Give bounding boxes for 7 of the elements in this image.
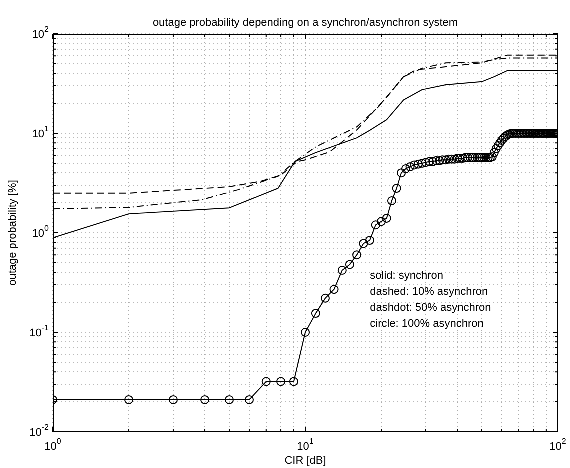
annotation: circle: 100% asynchron bbox=[370, 318, 484, 330]
annotation: dashed: 10% asynchron bbox=[370, 286, 488, 298]
annotation: solid: synchron bbox=[370, 270, 444, 282]
annotation: dashdot: 50% asynchron bbox=[370, 302, 492, 314]
y-axis-title: outage probability [%] bbox=[7, 180, 19, 286]
x-axis-title: CIR [dB] bbox=[284, 455, 326, 467]
chart-title: outage probability depending on a synchron/asynchron system bbox=[152, 17, 458, 29]
